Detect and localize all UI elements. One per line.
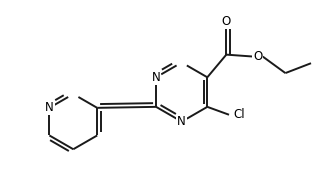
- Text: N: N: [45, 101, 54, 114]
- Text: N: N: [152, 71, 160, 84]
- Text: Cl: Cl: [233, 108, 245, 121]
- Text: O: O: [253, 50, 262, 63]
- Text: N: N: [177, 115, 186, 128]
- Text: O: O: [222, 15, 231, 28]
